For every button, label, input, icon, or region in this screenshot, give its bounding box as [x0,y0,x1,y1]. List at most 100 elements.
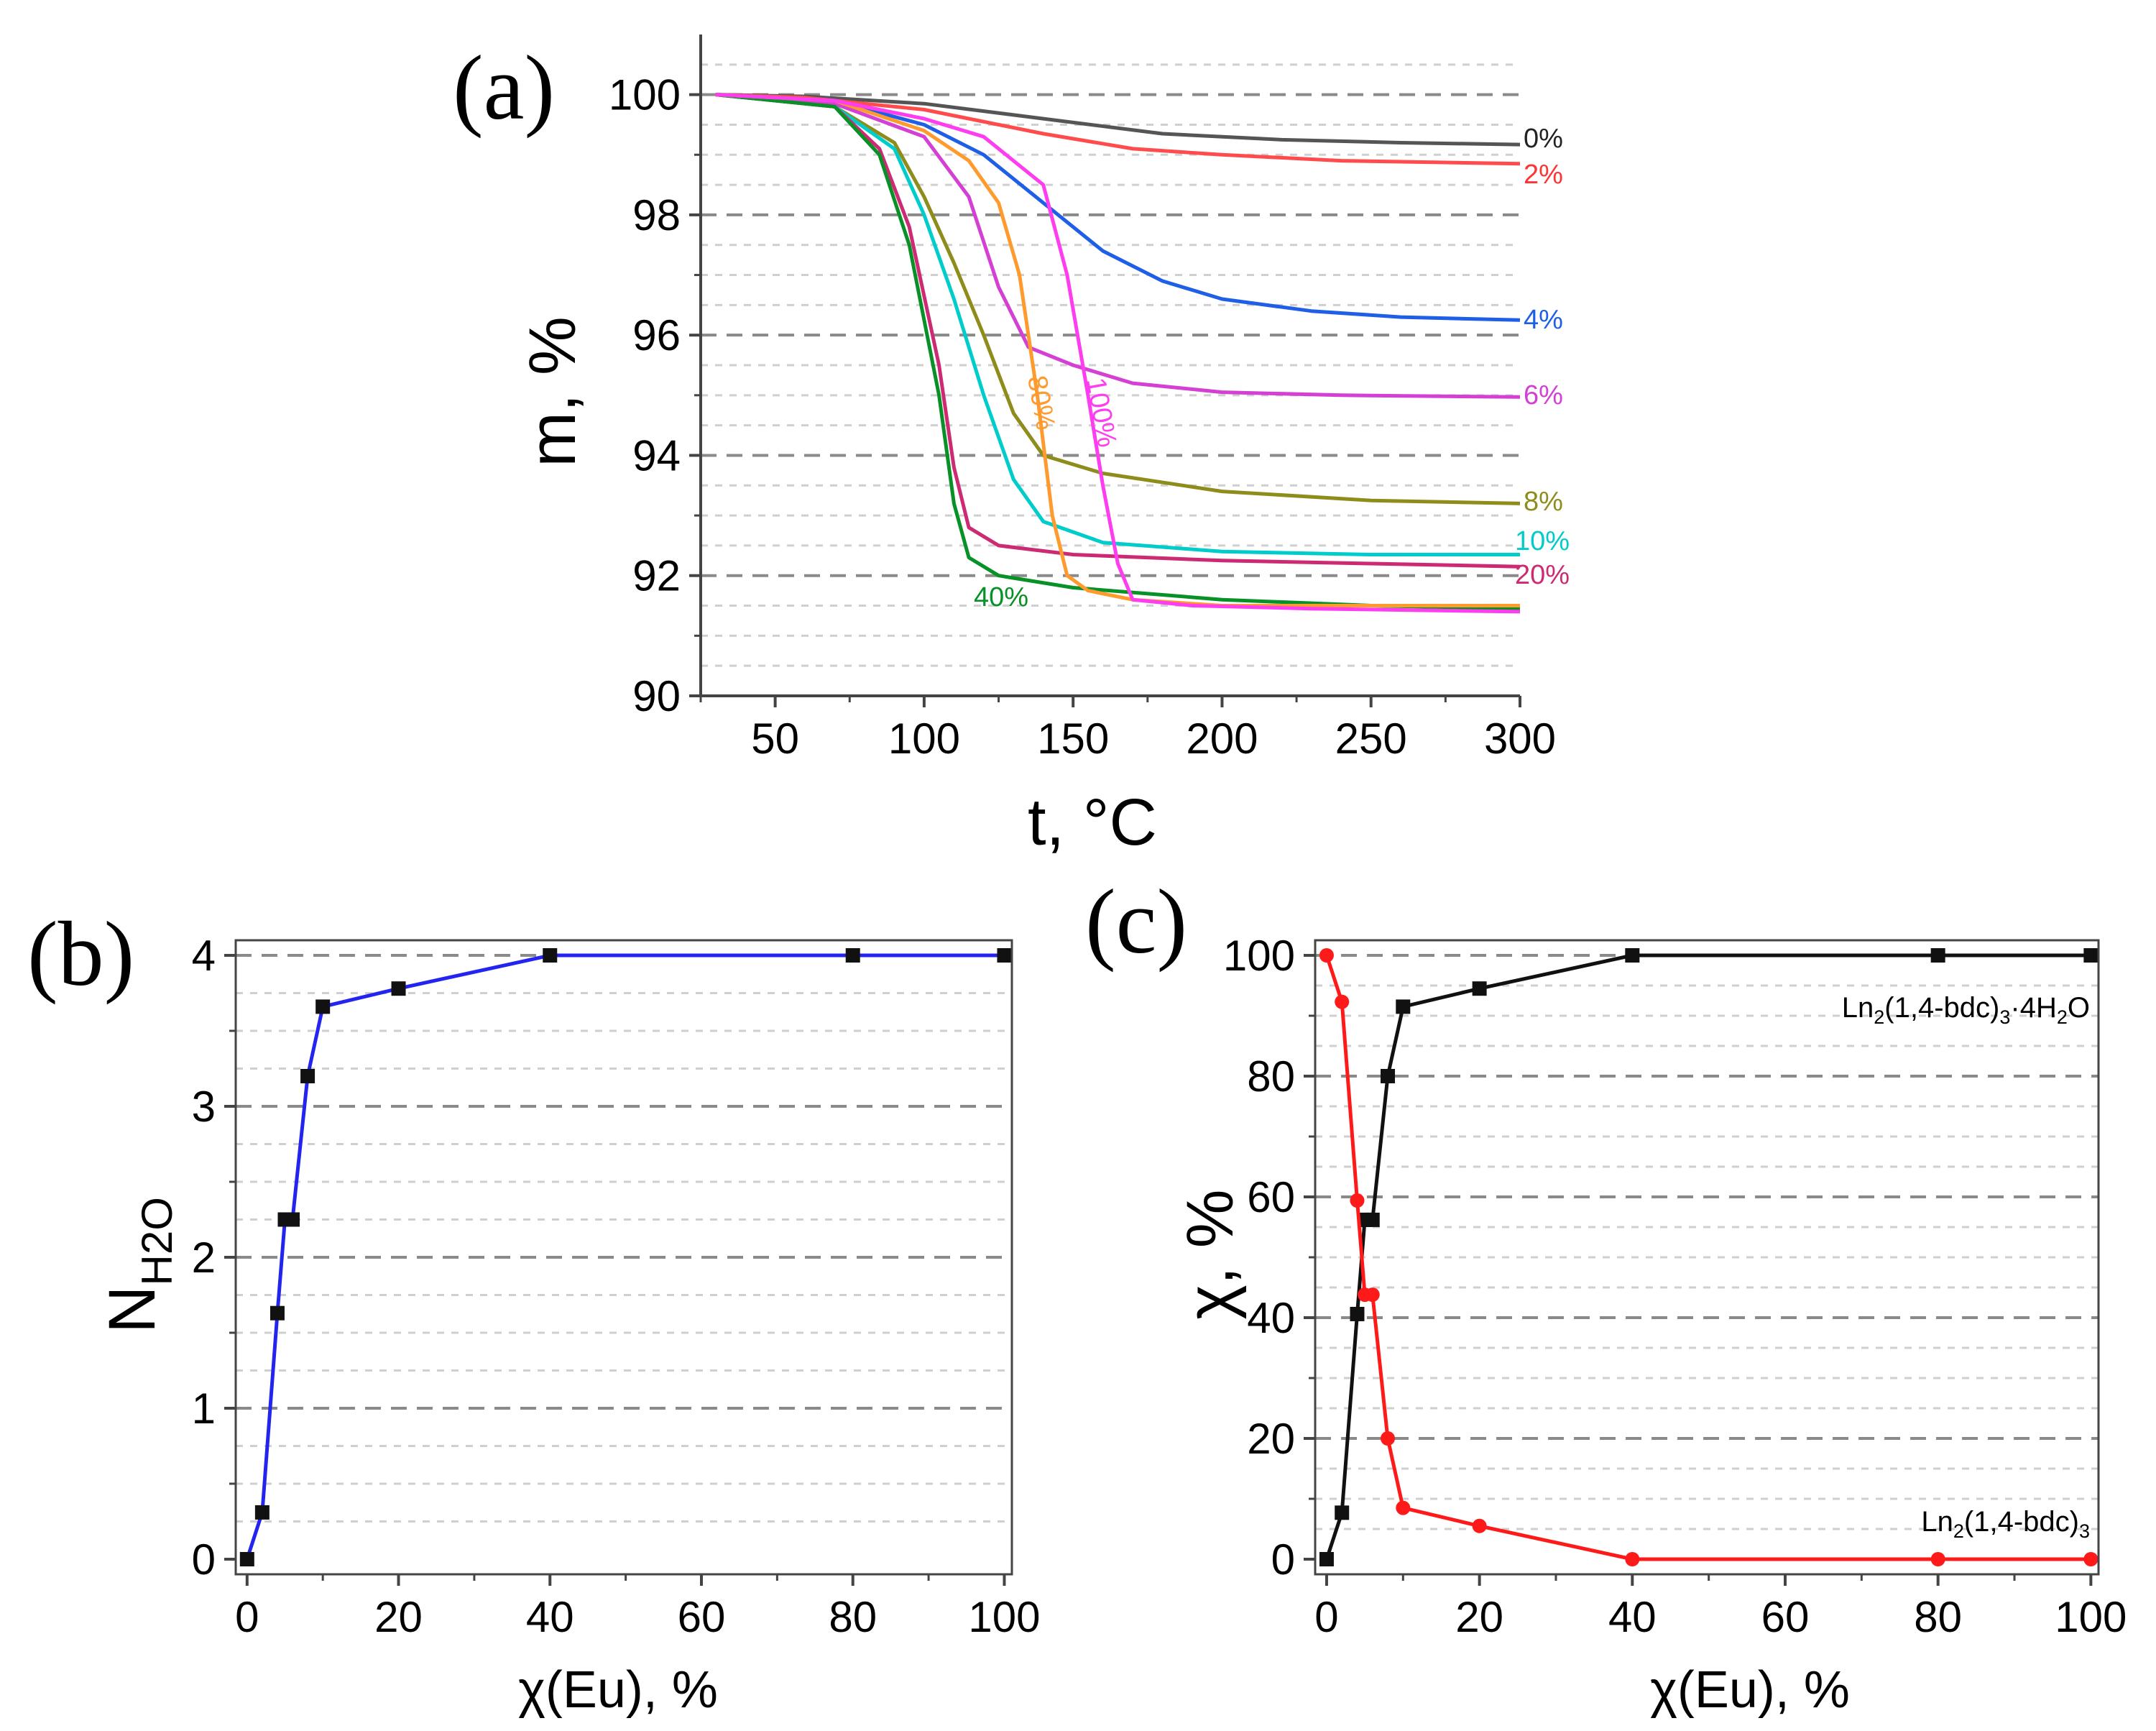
x-tick-label: 300 [1484,715,1556,763]
data-point [2083,1552,2099,1566]
data-point [1396,999,1411,1014]
legend-anhydrous-prefix: Ln [1921,1506,1953,1538]
panel-b-gridlines [236,954,1012,1523]
panel-b-y-axis-title: NH2O [96,1197,181,1333]
panel-c-tick-labels: 0 20 40 60 80 100 0 20 40 60 80 100 [1223,932,2127,1641]
data-point [1335,1505,1350,1520]
label-6pct: 6% [1524,380,1563,410]
data-point [845,948,860,963]
y-tick-label: 90 [632,672,681,720]
data-point [1319,948,1334,963]
x-tick-label: 200 [1186,715,1258,763]
legend-hydrate-suffix: ·4H [2010,992,2056,1024]
x-tick-label: 20 [1455,1593,1503,1641]
panel-b-y-axis-sub: H2O [133,1197,181,1285]
label-2pct: 2% [1524,160,1563,190]
data-point [1625,1552,1640,1566]
x-tick-label: 80 [829,1593,877,1641]
y-tick-label: 4 [192,932,216,980]
y-tick-label: 80 [1247,1052,1295,1101]
label-10pct: 10% [1515,526,1570,556]
x-tick-label: 20 [374,1593,423,1641]
legend-anhydrous: Ln2(1,4-bdc)3 [1921,1506,2090,1542]
x-tick-label: 0 [235,1593,259,1641]
y-tick-label: 20 [1247,1415,1295,1463]
label-0pct: 0% [1524,124,1563,154]
series-line-5 [715,93,1520,556]
legend-hydrate-tail: O [2068,992,2090,1024]
y-tick-label: 0 [1271,1535,1295,1584]
panel-a-axes [689,35,1521,707]
panel-a-series [715,93,1521,614]
series-line-9 [715,93,1521,614]
y-tick-label: 100 [1223,932,1295,980]
panel-b-axes [224,939,1013,1586]
x-tick-label: 100 [888,715,960,763]
y-tick-label: 1 [192,1385,216,1433]
panel-c-axes [1304,939,2100,1586]
x-tick-label: 0 [1314,1593,1338,1641]
panel-c: (c) 0 20 40 60 80 100 0 20 40 60 80 100 χ(Eu), % χ,… [1085,871,2127,1719]
legend-hydrate-sub2: 3 [1999,1006,2010,1028]
panel-b-series [239,948,1012,1566]
y-tick-label: 3 [192,1083,216,1131]
panel-b-y-axis-main: N [96,1285,169,1333]
svg-text:NH2O: NH2O [96,1197,181,1333]
legend-hydrate: Ln2(1,4-bdc)3·4H2O [1842,992,2090,1028]
y-tick-label: 94 [632,431,681,479]
data-point [2083,948,2099,963]
panel-b-x-axis-title: χ(Eu), % [518,1661,718,1719]
label-8pct: 8% [1524,487,1563,517]
x-tick-label: 100 [2055,1593,2127,1641]
panel-a-x-axis-title: t, °C [1028,786,1157,859]
data-point [1472,981,1487,996]
x-tick-label: 50 [751,715,799,763]
legend-anhydrous-sub2: 3 [2079,1520,2090,1542]
y-tick-label: 0 [192,1535,216,1584]
panel-a-label: (a) [453,37,555,139]
label-80pct: 80% [1021,373,1061,432]
y-tick-label: 92 [632,552,681,600]
data-point [315,999,331,1014]
data-point [1365,1212,1380,1227]
series-line-7 [715,93,1521,611]
series-line-4 [715,93,1521,505]
data-point [1365,1287,1380,1303]
series-line-6 [715,93,1521,569]
x-tick-label: 60 [678,1593,726,1641]
data-point [1472,1518,1487,1533]
legend-anhydrous-sub1: 2 [1953,1520,1964,1542]
panel-c-series [1319,948,2099,1566]
x-tick-label: 250 [1335,715,1407,763]
x-tick-label: 40 [1608,1593,1657,1641]
panel-c-gridlines [1315,954,2099,1530]
label-20pct: 20% [1515,560,1570,590]
legend-hydrate-sub3: 2 [2057,1006,2068,1028]
data-point [270,1305,285,1321]
data-point [300,1069,315,1083]
data-point [1625,948,1640,963]
x-tick-label: 80 [1914,1593,1962,1641]
data-point [1319,1552,1334,1566]
y-tick-label: 96 [632,311,681,359]
data-point [1381,1069,1396,1083]
series-line-2 [715,93,1521,322]
legend-hydrate-mid: (1,4-bdc) [1884,992,1999,1024]
y-tick-label: 2 [192,1234,216,1282]
data-point [1381,1431,1396,1446]
label-40pct: 40% [974,582,1028,612]
label-4pct: 4% [1524,305,1563,335]
legend-hydrate-prefix: Ln [1842,992,1874,1024]
series-line-8 [715,93,1520,607]
legend-anhydrous-mid: (1,4-bdc) [1964,1506,2079,1538]
x-tick-label: 60 [1761,1593,1810,1641]
y-tick-label: 98 [632,191,681,239]
x-tick-label: 150 [1037,715,1109,763]
panel-a-y-axis-title: m, % [516,316,589,467]
data-point [254,1505,270,1520]
data-point [1350,1193,1365,1208]
label-100pct: 100% [1080,375,1122,449]
